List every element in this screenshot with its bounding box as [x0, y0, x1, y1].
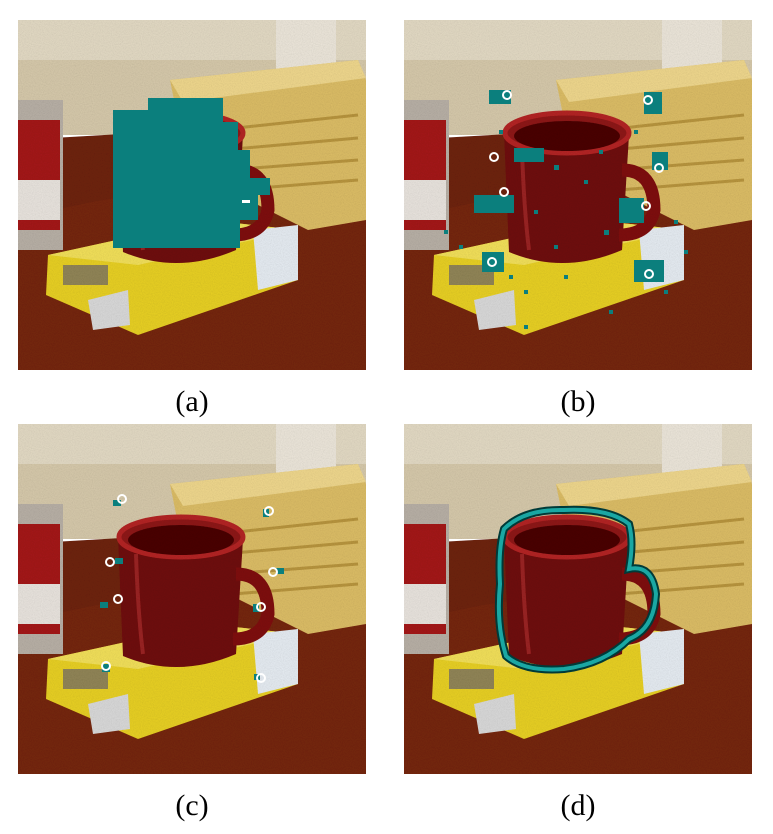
keypoint-cloud: [444, 90, 688, 329]
panel-c: [18, 424, 366, 774]
caption-d: (d): [560, 789, 596, 822]
caption-c: (c): [175, 789, 209, 822]
keypoint-marker-icon: [487, 90, 664, 279]
caption-a: (a): [175, 385, 209, 418]
segmentation-overlay: [113, 98, 270, 248]
panel-d: [404, 424, 752, 774]
panel-b: [404, 20, 752, 370]
panel-a: [18, 20, 366, 370]
keypoint-marker-icon: [101, 494, 278, 683]
caption-b: (b): [560, 385, 596, 418]
